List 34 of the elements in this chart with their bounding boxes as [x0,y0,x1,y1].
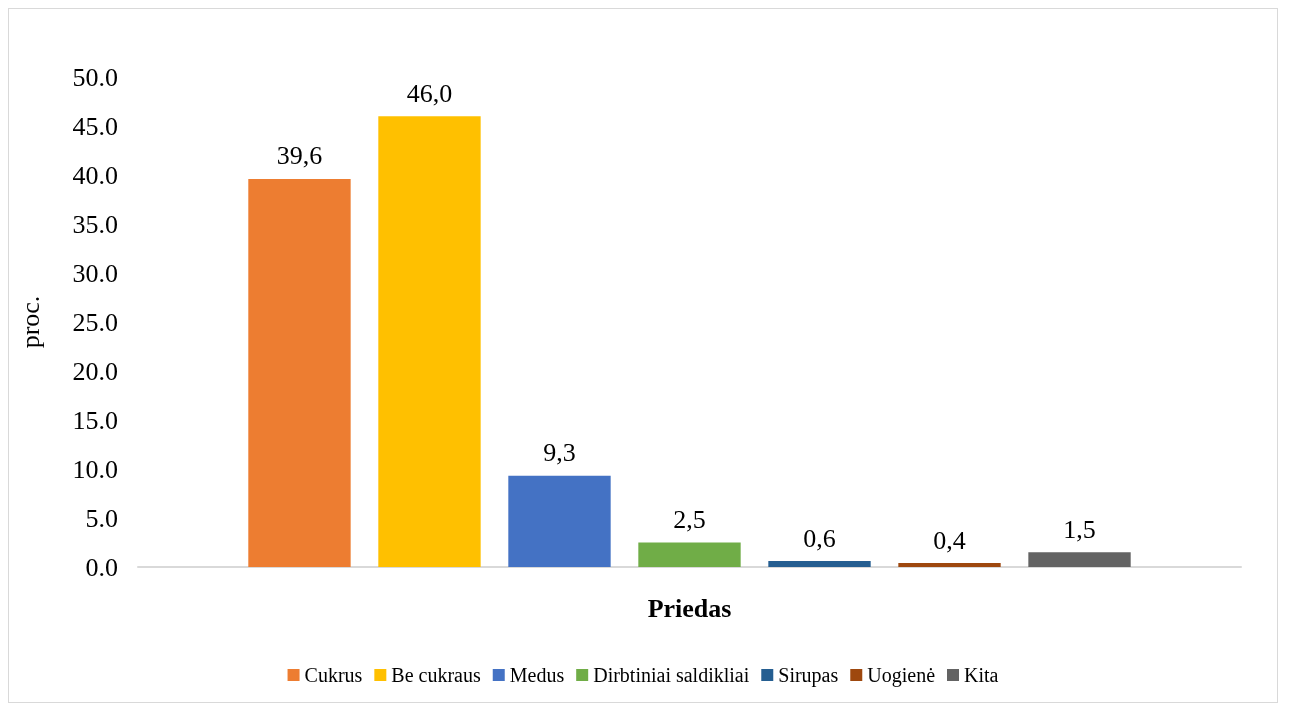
y-tick-label: 25.0 [72,307,118,337]
legend-label: Cukrus [304,664,363,686]
legend-label: Dirbtiniai saldikliai [593,664,750,686]
bar [248,178,351,567]
bar [1028,552,1131,567]
bar [508,475,611,567]
legend-label: Sirupas [778,664,839,687]
y-tick-label: 35.0 [72,209,118,239]
bar [378,116,481,567]
data-label: 1,5 [1063,514,1096,544]
data-label: 2,5 [673,505,706,534]
data-label: 0,4 [933,525,966,555]
legend-label: Kita [964,664,999,686]
x-axis-title: Priedas [647,593,732,623]
bar [898,563,1001,567]
data-label: 46,0 [406,78,453,108]
y-tick-label: 5.0 [85,503,118,533]
bar [768,561,871,567]
legend-label: Uogienė [867,664,936,687]
data-label: 0,6 [803,523,836,553]
y-tick-label: 40.0 [72,160,118,190]
y-tick-label: 0.0 [85,552,118,582]
legend-label: Be cukraus [391,664,481,686]
data-label: 39,6 [276,141,323,171]
y-tick-label: 30.0 [72,258,118,288]
y-tick-label: 15.0 [72,405,118,435]
y-tick-label: 50.0 [72,62,118,92]
legend-label: Medus [509,664,565,686]
data-label: 9,3 [543,438,576,468]
bar [638,542,741,567]
y-tick-label: 20.0 [72,356,118,386]
y-tick-label: 10.0 [72,454,118,484]
y-axis-title: proc. [15,295,45,349]
y-tick-label: 45.0 [72,111,118,141]
